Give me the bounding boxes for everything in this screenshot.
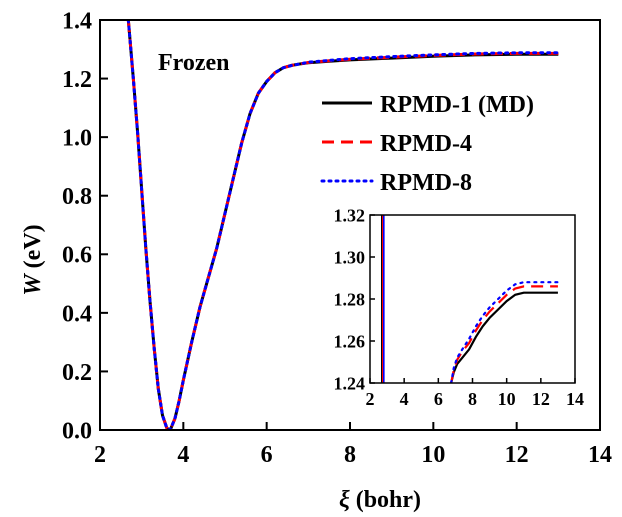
frozen-annotation: Frozen [158, 50, 230, 76]
inset-x-tick-label: 8 [468, 389, 477, 409]
y-axis-unit: (eV) [20, 224, 46, 274]
main-x-tick-label: 6 [261, 442, 273, 468]
main-x-tick-label: 12 [505, 442, 529, 468]
main-y-tick-label: 1.4 [62, 8, 92, 34]
main-series-line-2 [126, 20, 560, 430]
inset-background [370, 215, 575, 383]
inset-x-tick-label: 10 [498, 389, 516, 409]
main-x-tick-label: 2 [94, 442, 106, 468]
main-y-tick-label: 0.8 [62, 184, 92, 210]
inset-x-tick-label: 14 [566, 389, 584, 409]
x-axis-symbol: ξ [339, 487, 350, 513]
x-axis-label: ξ (bohr) [339, 487, 421, 513]
main-x-tick-label: 4 [177, 442, 189, 468]
inset-y-tick-label: 1.32 [334, 205, 366, 225]
main-y-tick-label: 0.6 [62, 243, 92, 269]
inset-y-tick-label: 1.26 [334, 331, 366, 351]
y-axis-label: W (eV) [20, 224, 46, 295]
main-y-tick-label: 1.0 [62, 126, 92, 152]
main-y-tick-label: 0.4 [62, 301, 92, 327]
inset-y-tick-label: 1.28 [334, 289, 366, 309]
legend-label-2: RPMD-8 [380, 170, 472, 196]
inset-series-line-0 [450, 291, 558, 383]
y-axis-symbol: W [20, 273, 46, 296]
main-series-group [126, 20, 560, 430]
main-y-tick-label: 0.0 [62, 418, 92, 444]
inset-series-line-2 [450, 281, 560, 383]
inset-x-tick-label: 12 [532, 389, 550, 409]
main-y-tick-label: 0.2 [62, 360, 92, 386]
main-x-tick-label: 8 [344, 442, 356, 468]
main-x-tick-label: 14 [588, 442, 612, 468]
inset-series-group [381, 215, 560, 383]
main-plot-frame [99, 19, 601, 431]
inset-chart: 2 4 6 8 10 12 14 1.24 1.26 1.28 1.30 1.32 [334, 205, 585, 409]
inset-y-tick-label: 1.30 [334, 247, 366, 267]
main-x-tick-label: 10 [421, 442, 445, 468]
inset-axis-ticks: 2 4 6 8 10 12 14 1.24 1.26 1.28 1.30 1.32 [334, 205, 585, 409]
inset-x-tick-label: 2 [366, 389, 375, 409]
main-y-tick-label: 1.2 [62, 67, 92, 93]
legend: RPMD-1 (MD) RPMD-4 RPMD-8 [320, 92, 534, 196]
legend-label-1: RPMD-4 [380, 131, 472, 157]
inset-y-tick-label: 1.24 [334, 373, 366, 393]
inset-plot-frame [369, 214, 576, 384]
x-axis-unit: (bohr) [350, 487, 421, 513]
inset-x-tick-label: 6 [434, 389, 443, 409]
legend-label-0: RPMD-1 (MD) [380, 92, 534, 118]
inset-x-tick-label: 4 [400, 389, 409, 409]
